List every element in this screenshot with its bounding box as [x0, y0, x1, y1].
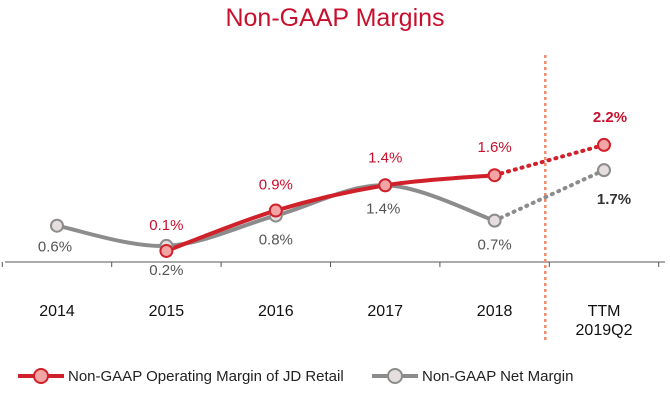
operating-margin-line	[164, 173, 497, 253]
operating-margin-data-label: 1.6%	[477, 139, 511, 156]
net-margin-data-label: 1.7%	[597, 191, 631, 208]
net-margin-data-label: 0.8%	[259, 232, 293, 249]
operating-margin-data-label: 2.2%	[593, 109, 627, 126]
chart-title: Non-GAAP Margins	[225, 4, 445, 32]
operating-margin-point	[487, 168, 502, 183]
legend-label-net-margin: Non-GAAP Net Margin	[422, 367, 574, 385]
x-tick-label: 2018	[477, 303, 513, 320]
legend-item-net-margin: Non-GAAP Net Margin	[372, 364, 573, 388]
x-tick-label: 2017	[367, 303, 403, 320]
operating-margin-point	[268, 203, 283, 218]
operating-margin-point	[159, 243, 174, 258]
legend-item-operating-margin: Non-GAAP Operating Margin of JD Retail	[18, 364, 344, 388]
legend-swatch-net-margin	[372, 364, 418, 388]
x-tick-label: TTM 2019Q2	[576, 303, 633, 339]
net-margin-data-label: 0.6%	[38, 239, 72, 256]
net-margin-projection	[492, 168, 606, 223]
net-margin-data-label: 1.4%	[366, 200, 400, 217]
x-tick-label: 2015	[149, 303, 185, 320]
net-margin-point	[487, 213, 502, 228]
operating-margin-projection	[492, 142, 606, 178]
legend: Non-GAAP Operating Margin of JD Retail N…	[0, 364, 670, 394]
legend-swatch-operating-margin	[18, 364, 64, 388]
net-margin-point	[597, 163, 611, 178]
operating-margin-data-label: 1.4%	[368, 149, 402, 166]
operating-margin-data-label: 0.9%	[259, 177, 293, 194]
net-margin-data-label: 0.7%	[477, 237, 511, 254]
x-tick-label: 2016	[258, 303, 294, 320]
operating-margin-point	[597, 137, 611, 152]
net-margin-data-label: 0.2%	[149, 262, 183, 279]
x-tick-label: 2014	[39, 303, 75, 320]
operating-margin-point	[378, 178, 393, 193]
net-margin-point	[50, 218, 64, 233]
legend-label-operating-margin: Non-GAAP Operating Margin of JD Retail	[68, 367, 344, 385]
operating-margin-data-label: 0.1%	[149, 217, 183, 234]
